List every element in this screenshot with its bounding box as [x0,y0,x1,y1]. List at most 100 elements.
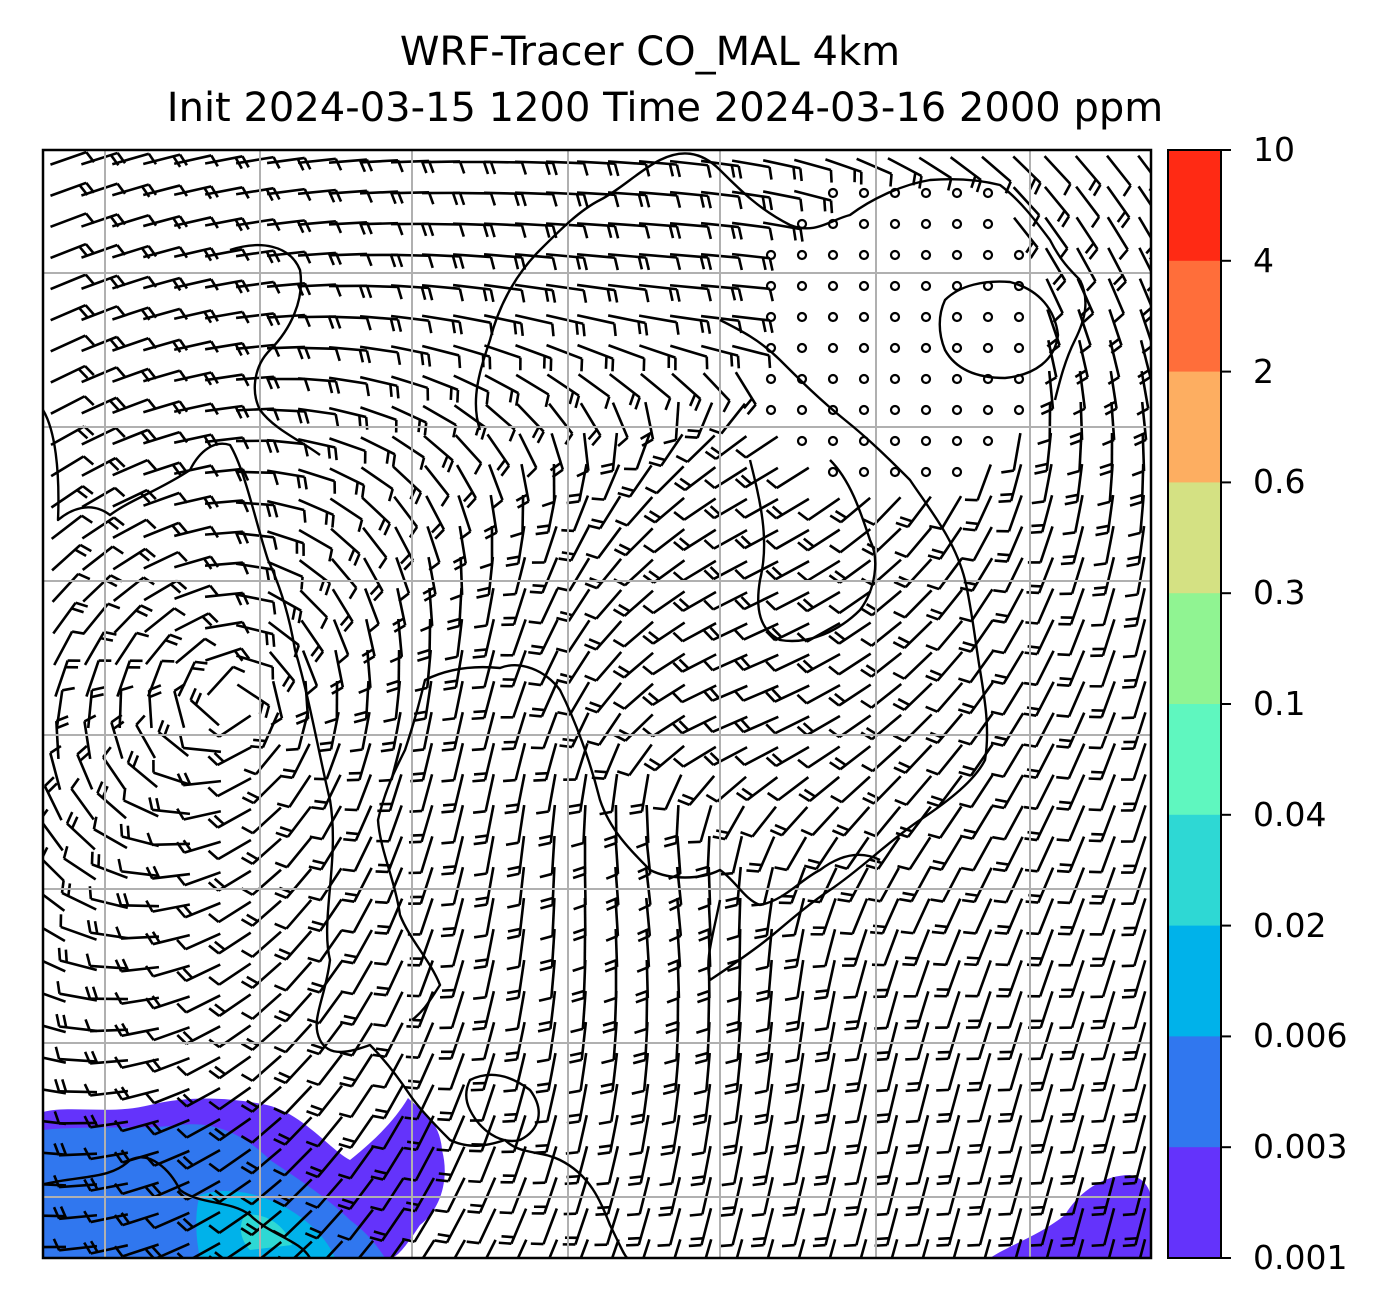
wind-barb [81,335,127,353]
wind-barb [372,1053,404,1089]
wind-barb [1024,619,1055,656]
wind-barb [754,1052,774,1095]
calm-wind-circle [920,218,932,230]
wind-barb [721,1145,743,1187]
calm-wind-circle [982,342,994,354]
wind-barb [359,284,403,300]
wind-barb [331,588,354,633]
wind-barb [500,1146,527,1184]
wind-barb [719,1207,744,1248]
wind-barb [444,618,464,661]
wind-barb [504,773,526,815]
wind-barb [116,659,143,697]
wind-barb [1090,928,1116,967]
wind-barb [669,344,709,370]
wind-barb [240,1085,282,1113]
wind-barb [1122,618,1147,659]
calm-wind-circle [951,373,963,385]
wind-barb [502,556,527,597]
wind-barb [441,866,465,907]
wind-barb [843,959,868,999]
wind-barb [486,433,511,477]
wind-barb [961,867,993,904]
calm-wind-circle [920,311,932,323]
wind-barb [208,900,252,924]
wind-barb [1024,805,1055,842]
wind-barb [1090,959,1116,999]
wind-barb [556,557,591,592]
wind-barb [1076,247,1097,292]
wind-barb [607,283,650,303]
calm-wind-circle [827,342,839,354]
wind-barb [842,928,868,967]
wind-barb [126,750,158,789]
wind-barb [867,867,900,903]
coastline-south-islands [465,1073,540,1143]
wind-barb [1057,619,1086,657]
wind-barb [611,402,629,447]
calm-wind-circle [951,466,963,478]
wind-barb [576,252,620,271]
wind-barb [65,811,96,851]
wind-barb [417,618,432,663]
wind-barb [325,1240,344,1258]
wind-barb [684,402,714,440]
wind-barb [266,408,310,424]
wind-barb [328,315,372,331]
wind-barb [359,253,404,268]
wind-barb [1029,1083,1054,1123]
wind-barb [391,435,426,471]
wind-barb [392,465,423,505]
wind-barb [240,992,282,1021]
wind-barb [765,715,810,735]
wind-barbs-layer [43,150,1151,1258]
calm-wind-circle [858,249,870,261]
wind-barb [828,590,872,615]
wind-barb [142,184,189,197]
wind-barb [626,1207,651,1247]
wind-barb [374,929,404,966]
calm-wind-circle [920,466,932,478]
wind-barb [540,866,556,910]
wind-barb [959,805,994,840]
wind-barb [641,683,686,707]
wind-barb [892,620,933,650]
coastlines [43,152,1087,1258]
wind-barb [798,775,841,803]
wind-barb [539,835,556,879]
wind-barb [837,867,869,903]
wind-barb [967,1145,992,1185]
wind-barb [1090,618,1116,658]
wind-barb [814,1021,836,1063]
wind-barb [1056,805,1086,842]
wind-barb [576,160,620,177]
wind-barb [965,960,992,998]
calm-wind-circle [889,404,901,416]
wind-barb [893,589,933,619]
wind-barb [135,714,157,759]
wind-barb [895,495,932,529]
wind-barb [455,464,477,509]
wind-barb [949,156,983,193]
wind-barb [308,836,343,871]
wind-barb [572,928,587,973]
wind-barb [236,683,271,719]
wind-barb [275,805,312,839]
wind-barb [613,527,654,557]
wind-barb [584,589,623,620]
wind-barb [434,1177,466,1214]
wind-barb [421,344,462,369]
wind-barb [643,528,686,554]
wind-barb [926,774,963,808]
wind-barb [50,334,95,353]
wind-barb [563,1176,589,1216]
wind-barb [1127,494,1145,538]
wind-barb [473,897,495,939]
wind-barb [266,469,308,490]
wind-barb [672,622,717,643]
wind-barb [936,1083,961,1123]
calm-wind-circle [765,249,777,261]
wind-barb [142,215,189,230]
wind-barb [318,711,340,753]
wind-barb [669,283,712,302]
